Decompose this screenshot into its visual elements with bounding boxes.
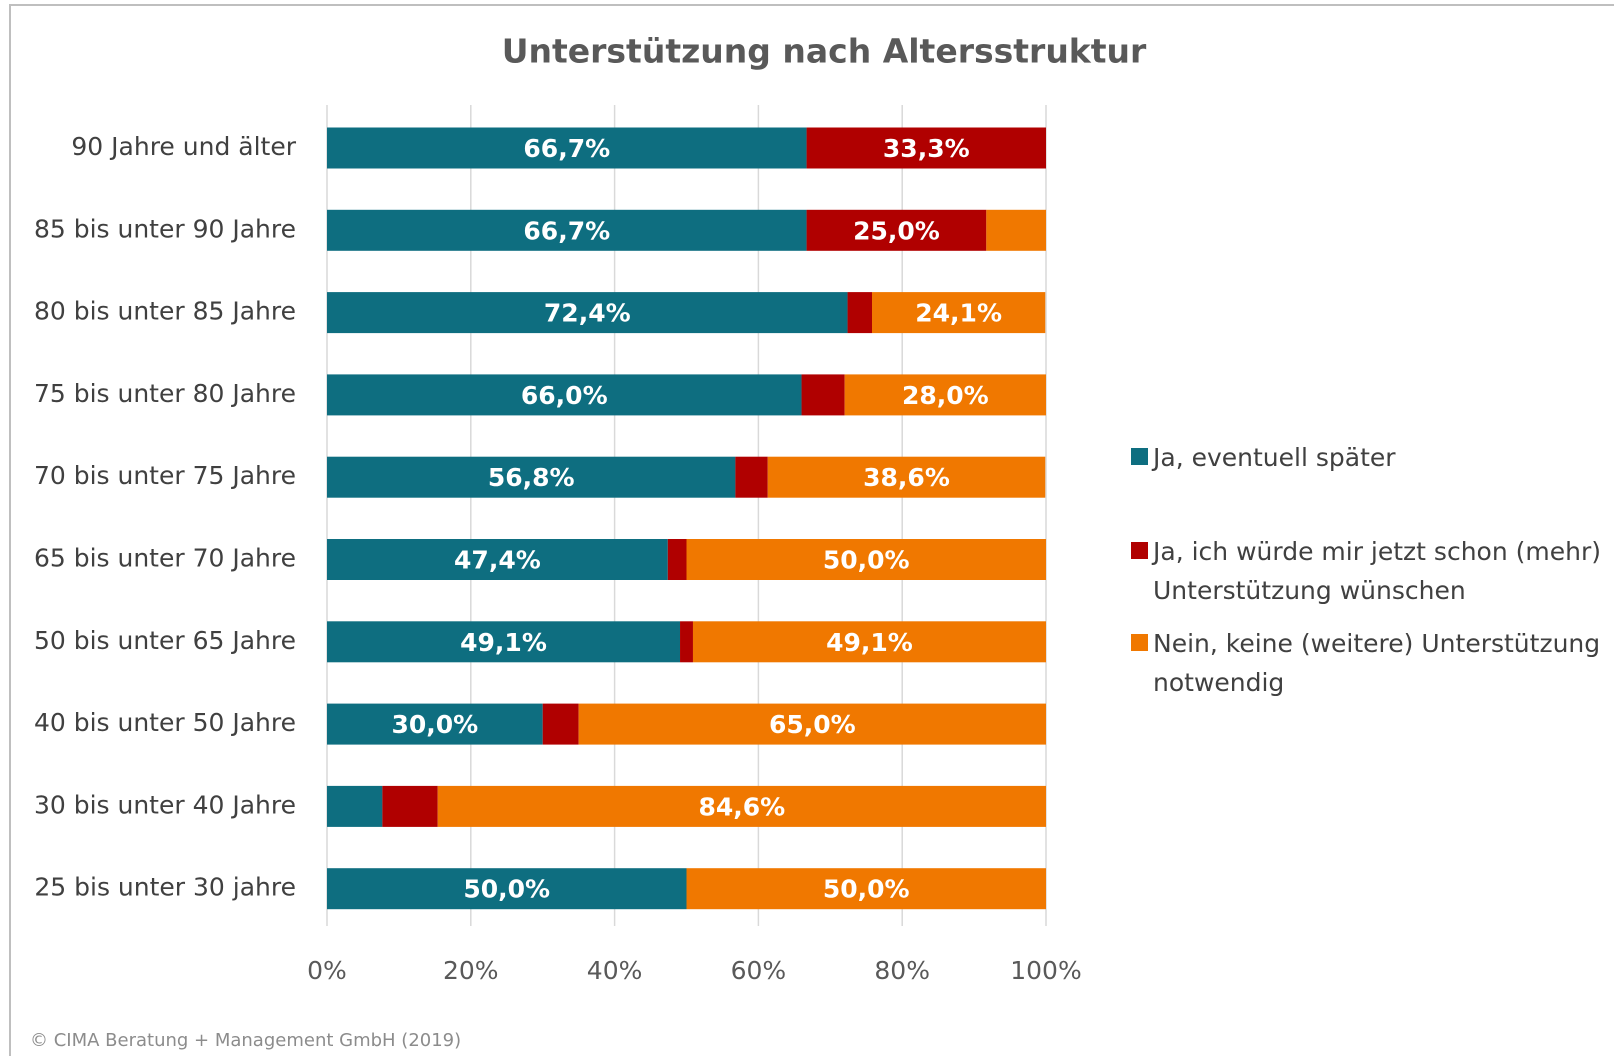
bar-segment	[806, 209, 987, 251]
data-label: 49,1%	[460, 628, 547, 657]
legend-label: Ja, ich würde mir jetzt schon (mehr) Unt…	[1153, 537, 1601, 605]
bar-segment	[327, 785, 383, 827]
data-label: 66,0%	[521, 381, 608, 410]
bar-segment	[692, 621, 1046, 663]
chart-title: Unterstützung nach Altersstruktur	[502, 32, 1147, 71]
bar-segment	[680, 621, 693, 663]
y-tick-label: 65 bis unter 70 Jahre	[34, 544, 296, 573]
data-label: 38,6%	[863, 463, 950, 492]
bar-segment	[327, 621, 681, 663]
bar-segment	[327, 539, 668, 580]
bar-segment	[327, 127, 807, 169]
legend-swatch	[1131, 448, 1148, 465]
bar-segment	[667, 539, 687, 580]
data-label: 25,0%	[853, 216, 940, 245]
legend-label: Ja, eventuell später	[1153, 443, 1396, 472]
bar-segment	[806, 127, 1046, 169]
bar-segment	[801, 374, 845, 416]
bar-segment	[578, 703, 1046, 745]
x-tick-label: 40%	[587, 956, 643, 985]
data-label: 28,0%	[902, 381, 989, 410]
bar-segment	[382, 785, 438, 827]
bar-segment	[327, 374, 802, 416]
footer: © CIMA Beratung + Management GmbH (2019)	[30, 1030, 461, 1051]
y-tick-label: 90 Jahre und älter	[71, 132, 296, 161]
data-label: 66,7%	[523, 216, 610, 245]
bar-segment	[327, 456, 736, 498]
legend-label: Nein, keine (weitere) Unterstützung notw…	[1153, 629, 1601, 697]
data-label: 50,0%	[823, 875, 910, 904]
bar-segment	[872, 292, 1046, 334]
data-label: 30,0%	[391, 710, 478, 739]
x-tick-label: 0%	[307, 956, 347, 985]
data-label: 50,0%	[463, 875, 550, 904]
data-label: 33,3%	[883, 134, 970, 163]
bar-segment	[327, 703, 543, 745]
legend-swatch	[1131, 634, 1148, 651]
y-tick-label: 50 bis unter 65 Jahre	[34, 626, 296, 655]
bar-segment	[542, 703, 579, 745]
bar-segment	[847, 292, 873, 334]
data-label: 56,8%	[488, 463, 575, 492]
x-tick-label: 20%	[443, 956, 499, 985]
y-tick-label: 80 bis unter 85 Jahre	[34, 297, 296, 326]
bar-segment	[767, 456, 1046, 498]
bar-segment	[327, 868, 687, 910]
data-label: 24,1%	[915, 299, 1002, 328]
frame	[9, 4, 1614, 1056]
y-tick-label: 70 bis unter 75 Jahre	[34, 461, 296, 490]
data-label: 66,7%	[523, 134, 610, 163]
bar-segment	[327, 209, 807, 251]
data-label: 49,1%	[826, 628, 913, 657]
x-tick-label: 60%	[731, 956, 787, 985]
data-label: 84,6%	[698, 792, 785, 821]
x-tick-label: 100%	[1010, 956, 1081, 985]
y-tick-label: 30 bis unter 40 Jahre	[34, 790, 296, 819]
data-label: 65,0%	[769, 710, 856, 739]
bar-segment	[735, 456, 768, 498]
y-tick-label: 40 bis unter 50 Jahre	[34, 708, 296, 737]
data-label: 47,4%	[454, 546, 541, 575]
bar-segment	[986, 209, 1046, 251]
bar-segment	[686, 868, 1046, 910]
data-label: 50,0%	[823, 546, 910, 575]
bar-segment	[327, 292, 848, 334]
y-tick-label: 25 bis unter 30 jahre	[34, 873, 296, 902]
legend-swatch	[1131, 542, 1148, 559]
bar-segment	[844, 374, 1046, 416]
bar-segment	[686, 539, 1046, 580]
y-tick-label: 75 bis unter 80 Jahre	[34, 379, 296, 408]
x-tick-label: 80%	[874, 956, 930, 985]
data-label: 72,4%	[544, 299, 631, 328]
y-tick-label: 85 bis unter 90 Jahre	[34, 214, 296, 243]
bar-segment	[437, 785, 1046, 827]
